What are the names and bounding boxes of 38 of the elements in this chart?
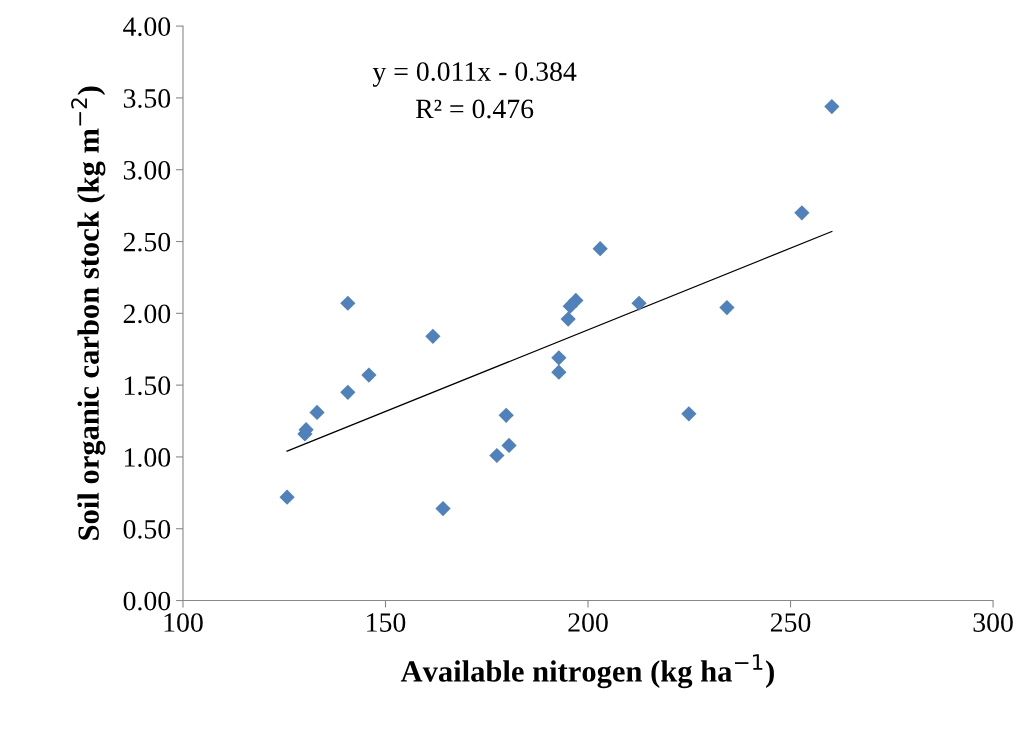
x-tick-label: 200 <box>568 613 608 632</box>
point <box>551 350 567 366</box>
y-tick-label: 3.50 <box>123 89 171 108</box>
point <box>824 98 840 115</box>
point <box>340 295 356 311</box>
x-tick-label: 150 <box>367 613 406 632</box>
y-tick-label: 0.50 <box>123 519 171 539</box>
y-tick-label: 0.00 <box>123 591 171 611</box>
point <box>489 447 505 464</box>
y-tick-label: 2.50 <box>123 232 171 252</box>
point <box>592 241 608 257</box>
point <box>340 384 356 400</box>
point <box>425 328 441 344</box>
x-axis-title: Available nitrogen (kg ha$^{−1}$) <box>400 654 774 689</box>
point <box>279 489 295 505</box>
y-tick-label: 4.00 <box>123 17 171 37</box>
point <box>309 404 325 421</box>
y-tick-label: 2.00 <box>123 304 171 324</box>
point <box>501 437 517 454</box>
point <box>568 292 584 308</box>
point <box>719 299 735 316</box>
y-axis-title: Soil organic carbon stock (kg m$^{−2}$) <box>71 86 106 540</box>
y-tick-label: 1.50 <box>125 376 171 396</box>
point <box>794 205 810 221</box>
point <box>551 364 567 380</box>
point <box>435 501 451 517</box>
y-tick-label: 3.00 <box>123 160 171 180</box>
point <box>631 295 647 311</box>
x-tick-label: 250 <box>770 613 811 632</box>
annotation: R² = 0.476 <box>415 99 534 119</box>
x-tick-label: 100 <box>164 613 203 632</box>
annotation: y = 0.011x - 0.384 <box>372 62 577 87</box>
point <box>560 311 576 327</box>
y-tick-label: 1.00 <box>125 448 171 467</box>
point <box>681 406 697 422</box>
x-tick-label: 300 <box>973 613 1013 632</box>
point <box>498 407 514 423</box>
point <box>361 367 377 383</box>
